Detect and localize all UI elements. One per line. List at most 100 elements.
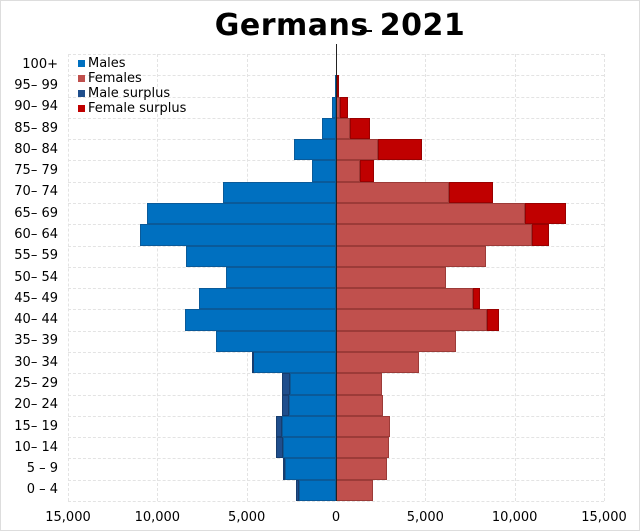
bar-females [336,330,456,352]
bar-female-surplus [449,181,494,203]
bar-female-surplus [377,139,422,161]
bar-females [336,160,361,182]
y-tick-label: 80– 84 [14,141,58,157]
bar-females [336,266,446,289]
x-tick-label: 10,000 [491,510,538,525]
legend-label-males: Males [88,56,126,71]
bar-males [311,160,336,182]
plot-area [68,44,605,502]
grid-line-horizontal [68,501,604,502]
bar-females [336,437,389,459]
legend-item-female-surplus: Female surplus [78,101,186,116]
bar-males [185,245,336,267]
y-tick-label: 55– 59 [14,248,58,264]
bar-females [336,181,450,203]
bar-female-surplus [350,117,370,140]
y-tick-label: 50– 54 [14,269,58,285]
bar-males [146,203,336,225]
bar-males [288,394,336,416]
bar-males [321,117,336,140]
legend-swatch-female-surplus [78,105,85,112]
bar-females [336,288,473,310]
y-tick-label: 75– 79 [14,163,58,179]
y-tick-label: 70– 74 [14,184,58,200]
x-tick-label: 15,000 [581,510,627,525]
bar-females [336,373,383,395]
y-tick-label: 100+ [22,56,58,72]
bar-males [299,479,336,501]
y-tick-label: 0 – 4 [26,482,58,498]
x-tick-label: 15,000 [45,510,91,525]
y-tick-label: 40– 44 [14,312,58,328]
bar-females [336,394,384,416]
bar-female-surplus [340,96,349,118]
bar-male-surplus [281,373,290,395]
y-tick-label: 95– 99 [14,77,58,93]
title-dash [360,30,372,32]
bar-females [336,458,387,480]
bar-males [289,373,336,395]
y-tick-label: 5 – 9 [26,461,58,477]
y-tick-label: 15– 19 [14,418,58,434]
x-tick-label: 5,000 [406,510,444,525]
y-tick-label: 85– 89 [14,120,58,136]
bar-males [199,288,336,310]
y-tick-label: 35– 39 [14,333,58,349]
bar-females [336,352,420,374]
bar-males [281,415,336,438]
bar-males [222,181,336,203]
y-tick-label: 90– 94 [14,99,58,115]
bar-females [336,309,487,331]
legend-item-females: Females [78,71,186,86]
bar-female-surplus [360,160,374,182]
bar-female-surplus [472,288,480,310]
bar-males [283,437,336,459]
y-tick-label: 25– 29 [14,375,58,391]
bar-males [226,266,336,289]
legend-label-male-surplus: Male surplus [88,86,171,101]
y-tick-label: 30– 34 [14,354,58,370]
zero-axis-line [336,44,337,501]
grid-line-vertical [604,54,605,501]
bar-male-surplus [252,352,255,374]
bar-females [336,139,378,161]
legend-item-males: Males [78,56,186,71]
bar-males [140,224,336,246]
bar-males [331,96,336,118]
bar-female-surplus [531,224,549,246]
bar-male-surplus [281,394,289,416]
bar-females [336,415,391,438]
grid-line-vertical [68,54,69,501]
bar-males [216,330,336,352]
bar-females [336,479,373,501]
bar-female-surplus [525,203,567,225]
legend-swatch-females [78,75,85,82]
bar-males [185,309,336,331]
bar-male-surplus [276,437,284,459]
grid-line-vertical [514,54,516,501]
legend-label-females: Females [88,71,142,86]
bar-females [336,224,532,246]
legend-item-male-surplus: Male surplus [78,86,186,101]
bar-female-surplus [486,309,499,331]
bar-male-surplus [276,415,282,438]
chart-title: Germans 2021 [214,8,466,43]
legend-label-female-surplus: Female surplus [88,101,187,116]
grid-line-vertical [157,54,159,501]
y-tick-label: 60– 64 [14,226,58,242]
x-tick-label: 0 [331,510,341,525]
bar-females [336,203,526,225]
x-tick-label: 10,000 [134,510,181,525]
y-tick-label: 20– 24 [14,397,58,413]
bar-females [336,245,487,267]
bar-male-surplus [283,458,286,480]
bar-males [294,139,336,161]
x-tick-label: 5,000 [228,510,266,525]
legend-swatch-males [78,60,85,67]
bar-male-surplus [295,479,300,501]
bar-males [285,458,336,480]
bar-males [252,352,336,374]
legend-swatch-male-surplus [78,90,85,97]
y-tick-label: 45– 49 [14,290,58,306]
bar-females [336,117,351,140]
